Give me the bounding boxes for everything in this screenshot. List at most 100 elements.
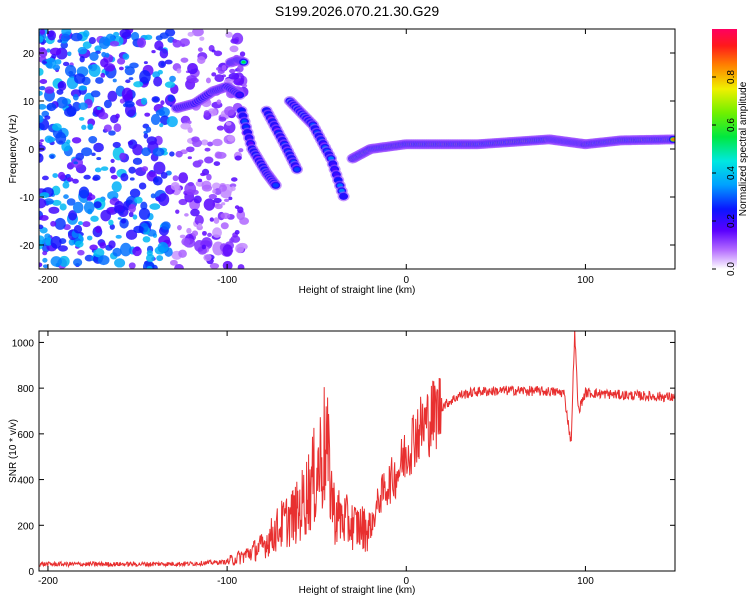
noise-blob <box>56 89 64 95</box>
snr-series-line <box>39 331 675 569</box>
noise-blob <box>128 77 134 81</box>
noise-blob <box>77 249 85 256</box>
noise-blob <box>142 236 151 243</box>
noise-blob <box>186 227 192 234</box>
feature-mid <box>236 92 243 98</box>
noise-blob <box>67 51 72 57</box>
noise-blob <box>239 51 246 57</box>
noise-blob <box>72 178 79 184</box>
noise-blob <box>233 78 244 86</box>
noise-blob <box>60 41 69 49</box>
noise-blob <box>78 85 88 91</box>
noise-blob <box>214 203 223 210</box>
noise-blob <box>119 242 132 257</box>
noise-blob <box>154 40 164 51</box>
noise-blob <box>72 94 79 101</box>
noise-blob <box>139 69 151 84</box>
noise-blob <box>47 30 56 41</box>
noise-blob <box>184 182 197 196</box>
noise-blob <box>125 229 138 240</box>
noise-blob <box>219 184 227 192</box>
arc-3 <box>283 96 350 202</box>
noise-blob <box>151 96 161 103</box>
noise-blob <box>128 203 136 213</box>
noise-blob <box>78 102 88 110</box>
noise-blob <box>68 210 78 221</box>
noise-blob <box>204 156 214 164</box>
noise-blob <box>144 112 151 117</box>
noise-blob <box>229 68 236 74</box>
noise-blob <box>66 198 76 206</box>
noise-blob <box>159 32 169 39</box>
noise-blob <box>216 125 225 131</box>
noise-blob <box>110 158 115 163</box>
noise-blob <box>56 96 68 109</box>
noise-blob <box>45 237 53 246</box>
noise-blob <box>97 255 110 266</box>
noise-blob <box>202 230 207 236</box>
noise-blob <box>180 43 186 48</box>
noise-blob <box>169 75 176 83</box>
snr-panel: -200 -100 0 100 0 200 400 600 800 1000 Height of… <box>8 330 676 596</box>
noise-blob <box>83 201 95 214</box>
colorbar-tick-label: 0.0 <box>726 262 737 276</box>
noise-blob <box>100 166 109 171</box>
noise-blob <box>98 112 109 120</box>
feature-mid <box>340 194 347 199</box>
noise-blob <box>63 194 69 199</box>
noise-blob <box>39 79 48 85</box>
noise-blob <box>222 260 233 269</box>
noise-blob <box>144 34 153 40</box>
noise-blob <box>235 243 245 254</box>
noise-blob <box>114 258 126 268</box>
noise-blob <box>54 217 66 230</box>
noise-blob <box>224 106 236 117</box>
noise-blob <box>175 150 183 158</box>
noise-blob <box>150 193 156 199</box>
noise-blob <box>100 209 112 222</box>
noise-blob <box>213 161 221 166</box>
chart-title: S199.2026.070.21.30.G29 <box>275 3 439 19</box>
noise-blob <box>203 254 212 262</box>
noise-blob <box>208 193 218 200</box>
noise-blob <box>230 186 236 192</box>
noise-blob <box>229 45 239 53</box>
noise-blob <box>169 259 178 266</box>
snr-y-tick-label: 800 <box>17 384 34 395</box>
noise-blob <box>152 71 161 79</box>
noise-blob <box>75 152 85 161</box>
snr-x-tick-label: -200 <box>38 576 58 587</box>
noise-blob <box>231 177 238 182</box>
noise-blob <box>128 211 134 218</box>
noise-blob <box>128 262 136 269</box>
feature-mid <box>272 183 279 188</box>
noise-blob <box>228 72 240 80</box>
noise-blob <box>180 57 189 63</box>
noise-blob <box>103 99 112 109</box>
noise-blob <box>192 139 203 148</box>
noise-blob <box>58 255 70 267</box>
ridge-upper <box>170 81 246 114</box>
noise-blob <box>110 174 118 180</box>
noise-blob <box>109 40 120 47</box>
noise-blob <box>212 138 223 147</box>
noise-blob <box>152 176 163 186</box>
colorbar-label: Normalized spectral amplitude <box>738 81 749 216</box>
noise-blob <box>170 181 180 191</box>
snr-x-tick-label: 100 <box>577 576 594 587</box>
colorbar-gradient <box>712 29 737 269</box>
noise-blob <box>39 67 44 76</box>
noise-blob <box>134 196 143 204</box>
noise-blob <box>125 79 131 84</box>
noise-blob <box>120 218 127 224</box>
noise-blob <box>190 208 200 217</box>
noise-blob <box>158 193 170 207</box>
noise-blob <box>237 264 245 269</box>
noise-blob <box>111 181 122 193</box>
noise-blob <box>39 103 47 110</box>
noise-blob <box>209 217 214 222</box>
noise-blob <box>42 251 48 256</box>
noise-blob <box>184 213 189 217</box>
noise-blob <box>57 82 65 89</box>
